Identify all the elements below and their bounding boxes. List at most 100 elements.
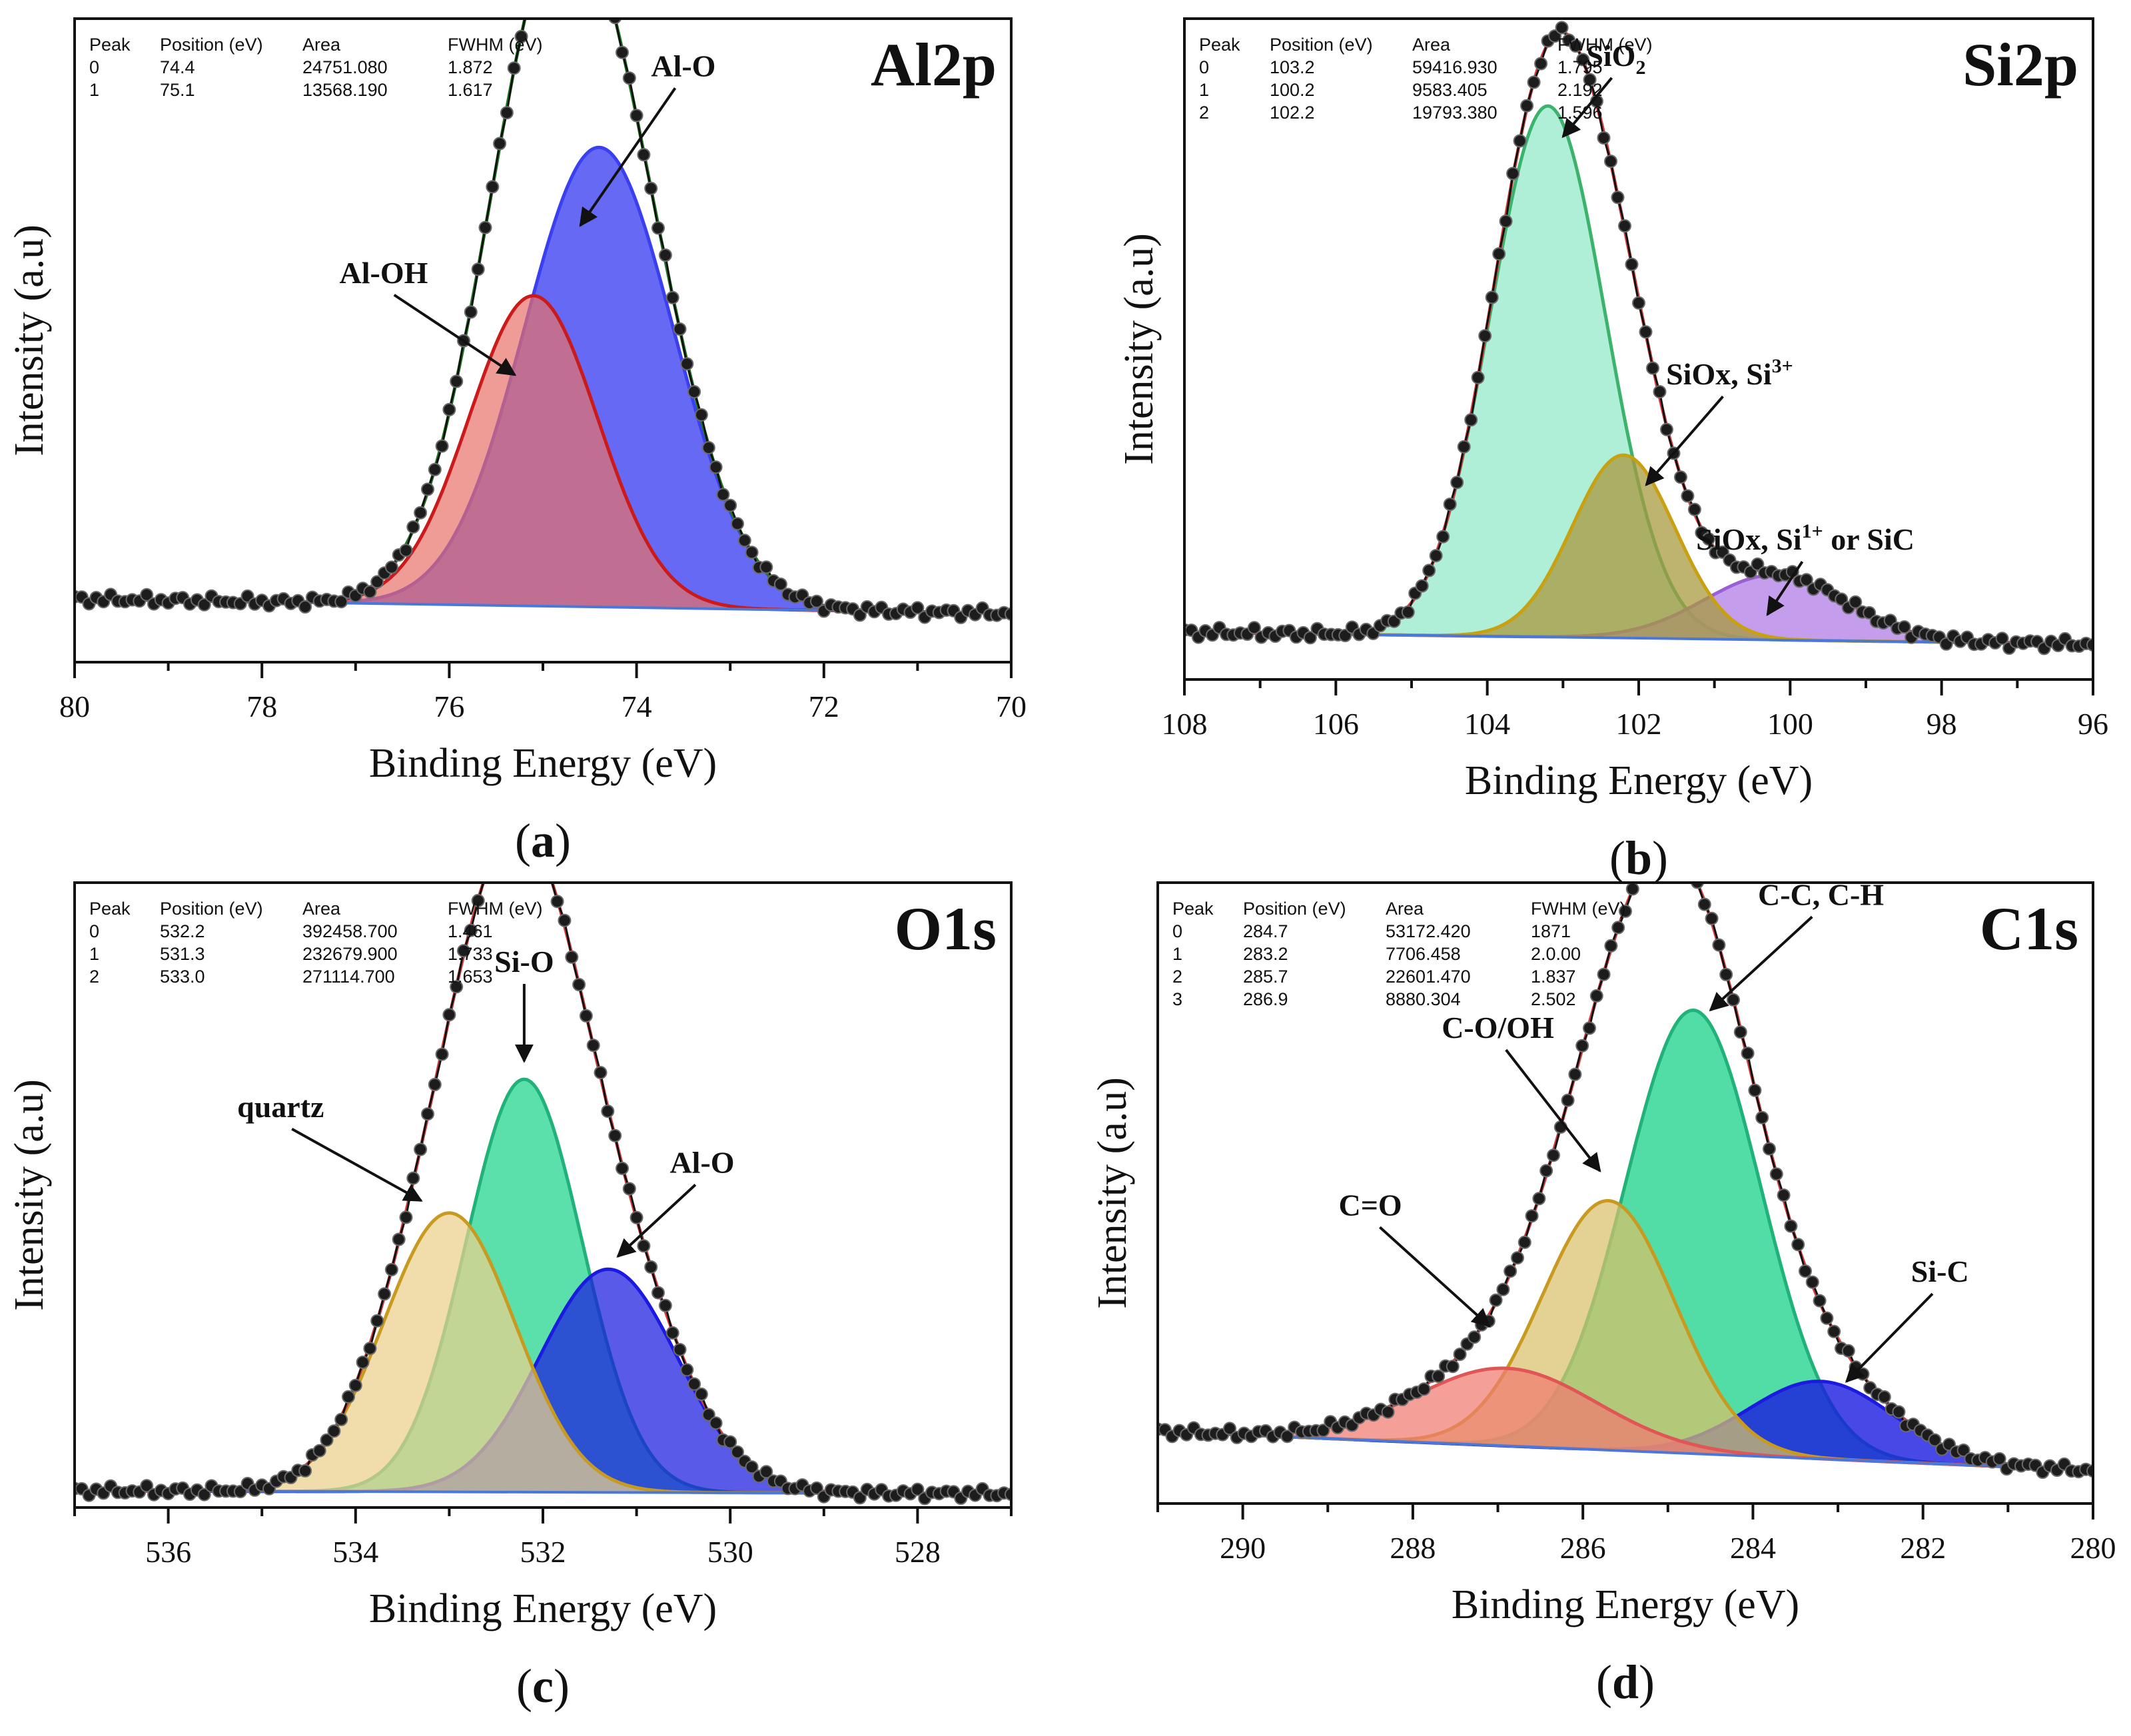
data-point	[723, 1435, 737, 1449]
data-point	[522, 0, 534, 6]
data-point	[1381, 1405, 1395, 1419]
data-point	[651, 221, 665, 235]
annotation-arrow	[616, 1184, 697, 1258]
table-cell: 2.502	[1531, 989, 1576, 1009]
data-point	[558, 913, 572, 927]
table-cell: 0	[1199, 57, 1209, 77]
data-point	[1611, 191, 1625, 205]
data-point	[1799, 573, 1813, 587]
data-point	[1597, 131, 1611, 145]
data-point	[759, 1465, 773, 1479]
data-point	[334, 1412, 348, 1426]
data-point	[494, 833, 506, 845]
x-tick-label: 100	[1767, 707, 1813, 741]
annotation-label: Al-O	[669, 1146, 734, 1180]
spectrum-title: Si2p	[1962, 31, 2078, 99]
table-header: Position (eV)	[160, 899, 263, 919]
data-point	[1417, 1382, 1431, 1396]
data-point	[435, 439, 449, 453]
data-point	[140, 1479, 154, 1493]
data-point	[550, 895, 564, 909]
table-header: Peak	[89, 899, 131, 919]
data-point	[480, 870, 492, 882]
y-axis-label: Intensity (a.u)	[1116, 233, 1162, 465]
data-point	[406, 1171, 420, 1185]
baseline-line	[1158, 1430, 2093, 1472]
data-point	[1660, 422, 1673, 436]
data-point	[1681, 489, 1695, 503]
table-header: Area	[302, 899, 341, 919]
table-header: Peak	[1199, 35, 1240, 55]
data-point	[608, 1128, 622, 1142]
data-point	[1791, 1238, 1805, 1252]
y-axis-label: Intensity (a.u)	[7, 224, 52, 456]
data-point	[1632, 296, 1645, 310]
table-cell: 1.733	[448, 944, 493, 964]
x-tick-label: 104	[1464, 707, 1510, 741]
x-tick-label: 102	[1616, 707, 1662, 741]
data-point	[637, 1239, 651, 1253]
peak-fill-1	[1158, 1381, 2093, 1471]
table-cell: 532.2	[160, 921, 205, 941]
table-cell: 271114.700	[302, 967, 395, 987]
data-point	[1769, 1167, 1783, 1181]
panel-label: (a)	[515, 814, 571, 867]
data-point	[392, 1232, 406, 1246]
data-point	[665, 1326, 679, 1340]
data-point	[1316, 1424, 1330, 1438]
data-point	[1995, 632, 2009, 646]
annotation-label: Al-O	[651, 49, 715, 83]
x-tick-label: 528	[895, 1535, 941, 1569]
data-point	[911, 601, 925, 615]
x-tick-label: 78	[246, 689, 277, 723]
data-point	[1674, 470, 1687, 484]
data-point	[622, 71, 636, 85]
plot-area	[75, 0, 1011, 624]
annotation-label: SiO2	[1586, 39, 1645, 79]
data-point	[644, 1260, 658, 1274]
data-point	[810, 1481, 823, 1495]
data-point	[428, 1078, 442, 1091]
data-point	[658, 1298, 672, 1312]
data-point	[694, 408, 708, 422]
data-point	[442, 1008, 456, 1022]
data-point	[687, 385, 701, 399]
annotation-label: SiOx, Si1+ or SiC	[1696, 520, 1915, 556]
data-point	[298, 600, 312, 614]
data-point	[565, 950, 579, 964]
data-point	[773, 578, 787, 591]
data-point	[428, 462, 442, 476]
data-point	[486, 851, 498, 863]
x-tick-label: 530	[707, 1535, 753, 1569]
data-point	[731, 1445, 744, 1459]
data-point	[1496, 1282, 1510, 1296]
x-tick-label: 70	[996, 689, 1027, 723]
data-point	[1687, 502, 1701, 516]
data-point	[1506, 167, 1520, 181]
data-point	[464, 305, 478, 319]
data-point	[586, 1039, 600, 1053]
table-cell: 3	[1172, 989, 1182, 1009]
table-cell: 1.872	[448, 57, 493, 77]
table-cell: 1.461	[448, 921, 493, 941]
x-tick-label: 106	[1313, 707, 1359, 741]
annotation-label: C=O	[1338, 1188, 1402, 1222]
data-point	[1517, 1235, 1531, 1249]
data-point	[1701, 532, 1715, 546]
data-point	[1436, 530, 1450, 544]
table-header: Area	[302, 35, 341, 55]
data-point	[1422, 564, 1436, 578]
annotation-label: C-O/OH	[1442, 1011, 1554, 1045]
plot-area	[1184, 21, 2093, 655]
annotation-arrow	[291, 1128, 423, 1202]
data-point	[1429, 549, 1443, 563]
x-tick-label: 286	[1560, 1531, 1606, 1565]
data-point	[665, 290, 679, 304]
data-point	[1457, 440, 1471, 454]
data-point	[680, 357, 694, 371]
data-point	[507, 61, 521, 75]
data-point	[348, 1378, 362, 1392]
annotation-arrow	[1505, 1049, 1601, 1172]
